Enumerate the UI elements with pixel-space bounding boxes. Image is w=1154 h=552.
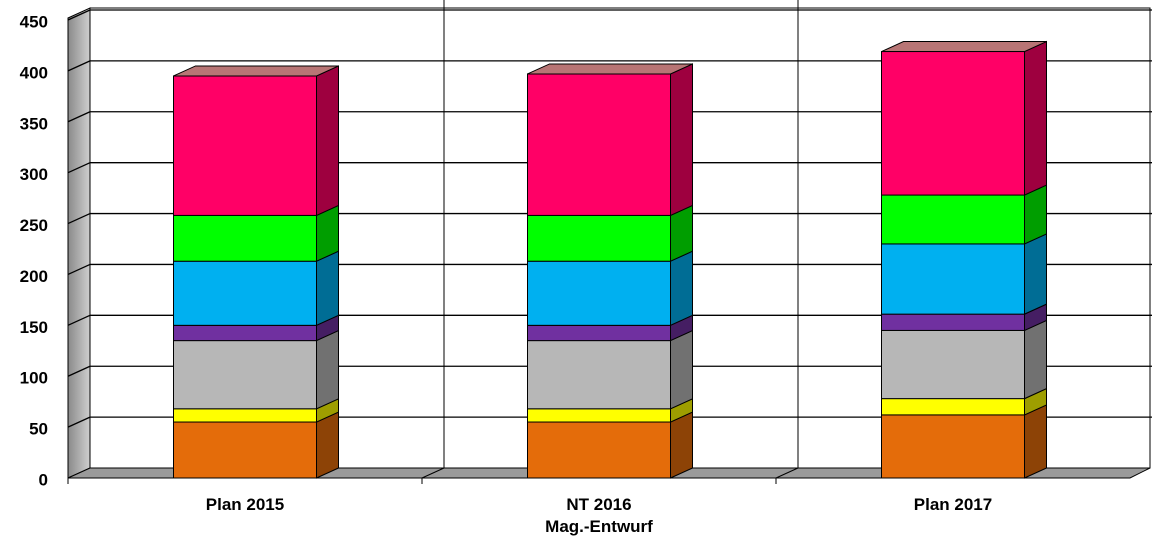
grid-line [67, 416, 91, 428]
bar-segment [527, 340, 671, 410]
bar-segment [881, 329, 1025, 400]
x-tick-label: Plan 2015 [205, 495, 285, 514]
bar-segment [527, 73, 671, 216]
grid-line [67, 111, 91, 123]
bar-side [1024, 233, 1047, 315]
bar-segment [173, 260, 317, 326]
bar-segment [881, 398, 1025, 416]
grid-line [67, 263, 91, 276]
bar-segment [173, 421, 317, 479]
bar-side [670, 411, 693, 479]
grid-line [67, 162, 91, 174]
bar-segment [527, 324, 671, 342]
x-tick-label: NT 2016 Mag.-Entwurf [545, 495, 653, 536]
bar-side [1024, 319, 1047, 400]
y-tick-label: 0 [39, 470, 48, 489]
bar-segment [173, 75, 317, 216]
grid-line [67, 212, 91, 225]
bar-side [670, 250, 693, 327]
y-tick-label: 100 [20, 369, 48, 388]
bar-side [316, 65, 339, 217]
bar-top [173, 65, 339, 77]
bar-segment [881, 414, 1025, 479]
y-tick-label: 400 [20, 63, 48, 82]
bar-segment [527, 214, 671, 262]
y-tick-label: 150 [20, 318, 48, 337]
bar-side [670, 63, 693, 217]
bar-top [881, 41, 1047, 53]
x-tick-label: Plan 2017 [913, 495, 993, 514]
bar-segment [881, 51, 1025, 196]
side-wall [67, 7, 91, 479]
bar-segment [173, 340, 317, 410]
grid-line [67, 9, 91, 21]
grid-line [67, 314, 91, 326]
y-tick-label: 450 [20, 12, 48, 31]
grid-line [67, 365, 91, 377]
bar-segment [881, 194, 1025, 245]
bar-segment [881, 243, 1025, 315]
bar-side [316, 411, 339, 479]
y-tick-label: 50 [29, 420, 48, 439]
bar-segment [527, 260, 671, 326]
divider [775, 467, 799, 479]
bar-side [1024, 40, 1047, 196]
bar-segment [527, 408, 671, 423]
y-tick-label: 200 [20, 267, 48, 286]
bar-side [670, 329, 693, 410]
bar-side [316, 250, 339, 327]
y-tick-label: 250 [20, 216, 48, 235]
bar-side [316, 329, 339, 410]
grid-line [67, 60, 91, 72]
bar-segment [173, 408, 317, 423]
bar-side [1024, 404, 1047, 479]
bar-segment [173, 214, 317, 262]
bar-segment [527, 421, 671, 479]
divider [421, 467, 445, 479]
bar-top [527, 63, 693, 75]
bar-segment [881, 313, 1025, 331]
bar-segment [173, 324, 317, 342]
y-tick-label: 350 [20, 114, 48, 133]
y-tick-label: 300 [20, 165, 48, 184]
